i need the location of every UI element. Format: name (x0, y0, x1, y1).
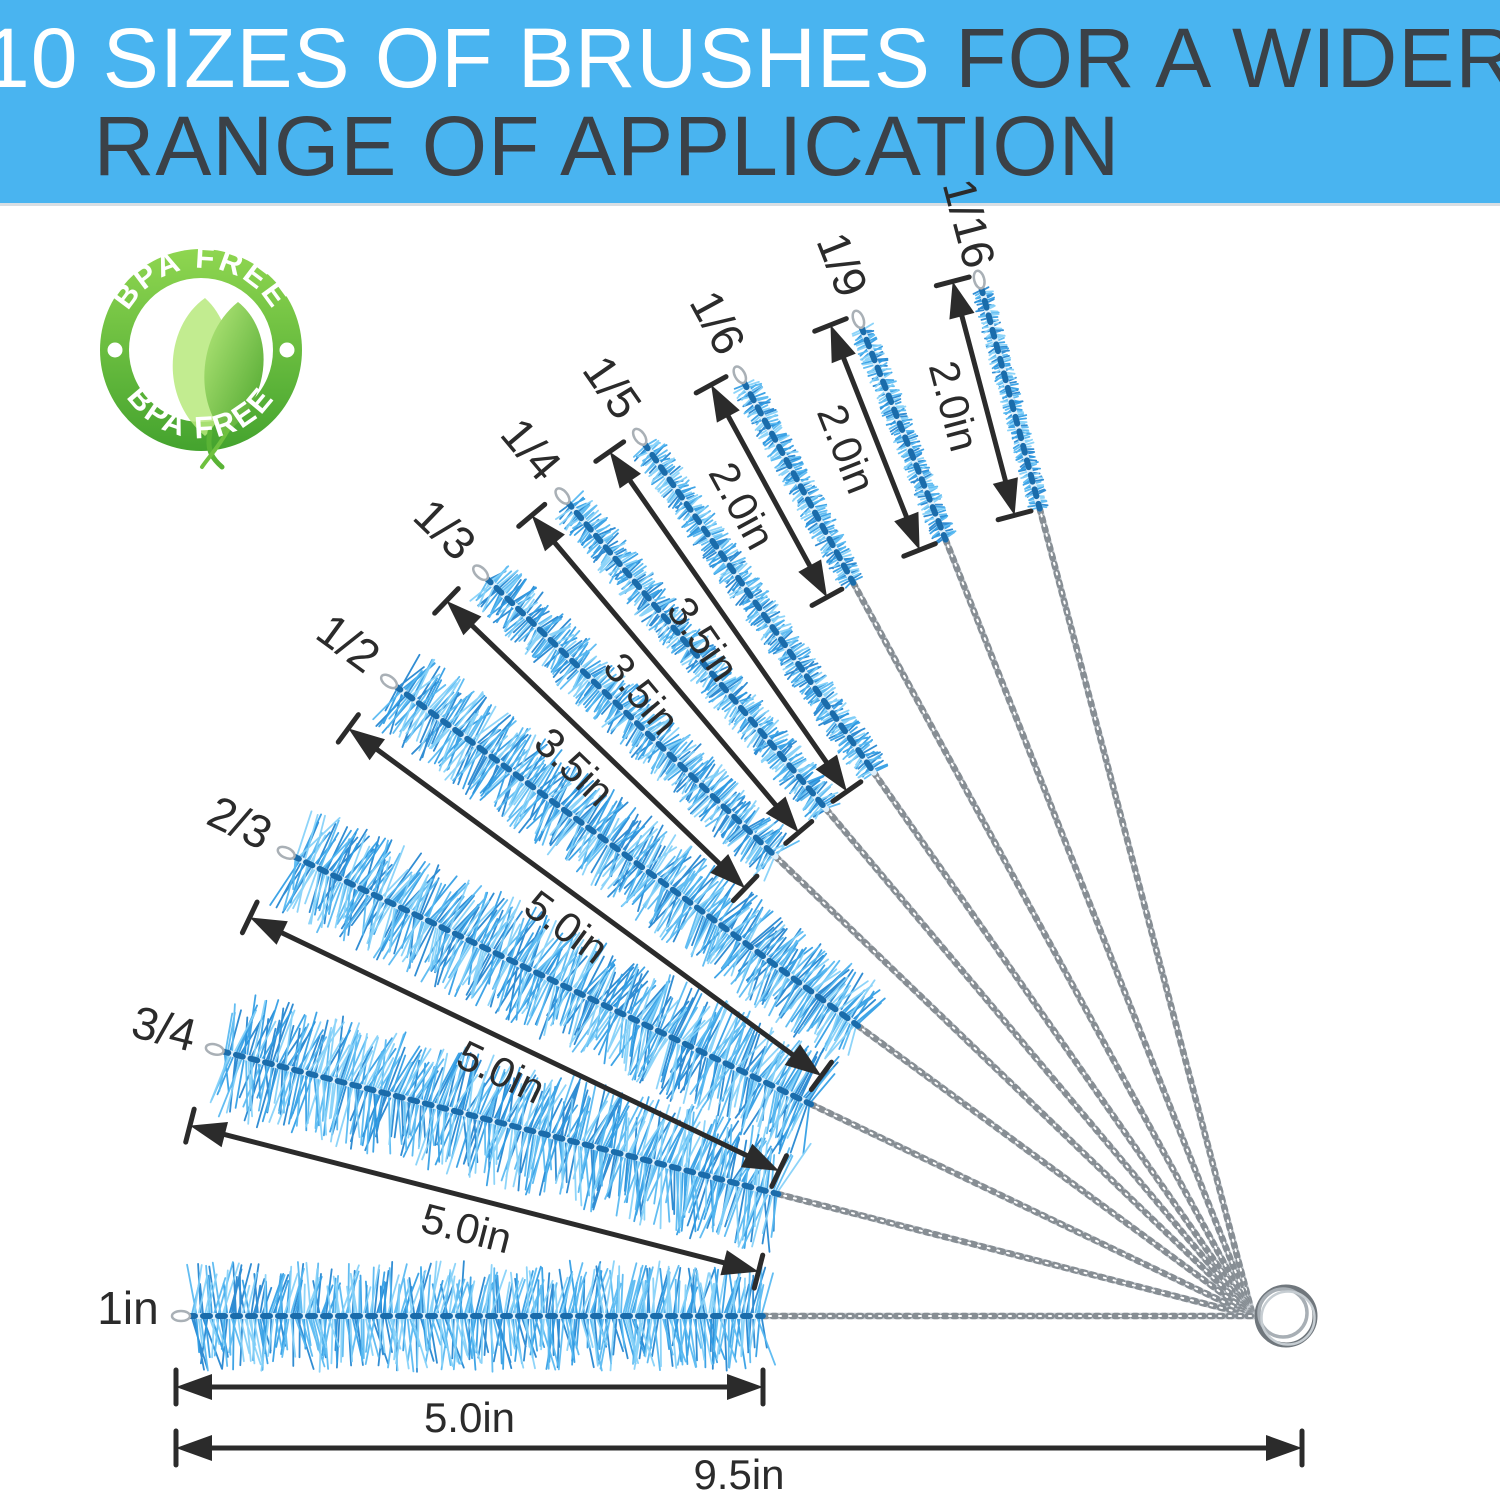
leaf-icon (172, 298, 264, 470)
arrowhead-icon (189, 1122, 228, 1148)
brush-2-3 (269, 810, 840, 1155)
size-label-1-3: 1/3 (404, 488, 486, 570)
tip-loop-icon (204, 1042, 225, 1056)
wire-stem-1-6 (850, 579, 1257, 1320)
dimension-1in: 5.0in (173, 1367, 766, 1441)
tip-loop-icon (554, 487, 571, 505)
tip-loop-icon (379, 673, 399, 690)
wire-stem-3-4 (775, 1190, 1257, 1320)
brush-1-4 (554, 487, 841, 821)
arrowhead-icon (784, 1044, 822, 1076)
header-title-line2: RANGE OF APPLICATION (93, 98, 1121, 193)
dimension-3-4: 5.0in (183, 1106, 766, 1291)
size-label-1in: 1in (97, 1282, 158, 1334)
pivot-ring (1254, 1284, 1318, 1348)
arrowhead-icon (531, 515, 565, 552)
bristles (555, 500, 839, 821)
bristles (733, 379, 860, 578)
brush-1-3 (469, 564, 800, 882)
arrowhead-icon (176, 1374, 212, 1400)
arrowhead-icon (992, 477, 1018, 516)
bristles (981, 290, 1045, 499)
arrowhead-icon (446, 600, 482, 636)
arrowhead-icon (727, 1374, 763, 1400)
size-label-1-4: 1/4 (491, 408, 572, 490)
brush-1-16 (972, 269, 1049, 512)
size-label-1-2: 1/2 (307, 603, 389, 683)
tip-loop-icon (471, 564, 490, 582)
badge-dot-icon (107, 342, 123, 358)
brush-1-5 (631, 427, 889, 780)
dimension-label: 2.0in (808, 398, 885, 500)
brush-1-6 (732, 365, 863, 589)
size-label-1-9: 1/9 (807, 225, 879, 304)
bristles (209, 1000, 812, 1248)
bristles (851, 322, 945, 522)
wire-stem-1-16 (1036, 505, 1257, 1320)
size-label-1-5: 1/5 (573, 346, 652, 428)
wire-stem-1-4 (823, 805, 1257, 1320)
tip-loop-icon (851, 309, 866, 330)
wire-stem-1-5 (870, 769, 1257, 1320)
tip-loop-icon (972, 269, 986, 290)
tip-loop-icon (631, 427, 648, 446)
bristles (398, 658, 876, 1060)
badge-dot-icon (279, 342, 295, 358)
dimension-label: 9.5in (693, 1451, 784, 1492)
bristles (286, 810, 813, 1145)
bristles (738, 382, 858, 584)
header-banner: 10 SIZES OF BRUSHES FOR A WIDER RANGE OF… (0, 0, 1500, 206)
bristles (193, 1260, 757, 1373)
bristles (570, 490, 841, 818)
wire-stem-1-2 (854, 1022, 1257, 1320)
header-title-rest: FOR A WIDER (930, 10, 1500, 105)
wire-stems (759, 505, 1257, 1320)
wire-stem-2-3 (807, 1101, 1257, 1320)
tip-loop-icon (276, 845, 296, 861)
brush-1-2 (372, 653, 886, 1060)
arrowhead-icon (741, 1143, 780, 1171)
arrowhead-icon (798, 559, 827, 598)
tip-loop-icon (170, 1309, 192, 1323)
bristles (856, 329, 954, 545)
size-label-1-6: 1/6 (680, 282, 756, 363)
arrowhead-icon (249, 917, 288, 945)
bristles (186, 1261, 776, 1373)
bristles (974, 291, 1048, 511)
arrowhead-icon (815, 754, 847, 792)
arrowhead-icon (1266, 1435, 1302, 1461)
size-label-3-4: 3/4 (127, 995, 202, 1061)
size-label-2-3: 2/3 (200, 785, 280, 860)
dimension-label: 5.0in (424, 1394, 515, 1441)
bristles (637, 439, 872, 779)
tip-loop-icon (732, 365, 748, 385)
brush-3-4 (204, 994, 812, 1253)
arrowhead-icon (176, 1435, 212, 1461)
bristles (733, 383, 863, 589)
arrowhead-icon (765, 796, 799, 833)
arrowhead-icon (720, 1250, 759, 1276)
arrowhead-icon (949, 281, 975, 320)
arrowhead-icon (830, 324, 856, 364)
overall-dimension: 9.5in (173, 1428, 1305, 1492)
header-title-highlight: 10 SIZES OF BRUSHES (0, 10, 931, 105)
brush-1-9 (851, 309, 957, 545)
wire-stem-1-9 (942, 536, 1257, 1320)
size-label-1-16: 1/16 (933, 173, 1006, 273)
wire-stem-1-3 (772, 853, 1257, 1320)
arrowhead-icon (710, 854, 746, 889)
header-title-line1: 10 SIZES OF BRUSHES FOR A WIDER (0, 14, 1500, 102)
arrowhead-icon (894, 511, 920, 550)
bristles (195, 1259, 761, 1371)
arrowhead-icon (711, 384, 740, 423)
arrowhead-icon (348, 728, 385, 761)
arrowhead-icon (609, 451, 641, 489)
brush-1in (170, 1259, 776, 1373)
bristles (469, 569, 787, 882)
